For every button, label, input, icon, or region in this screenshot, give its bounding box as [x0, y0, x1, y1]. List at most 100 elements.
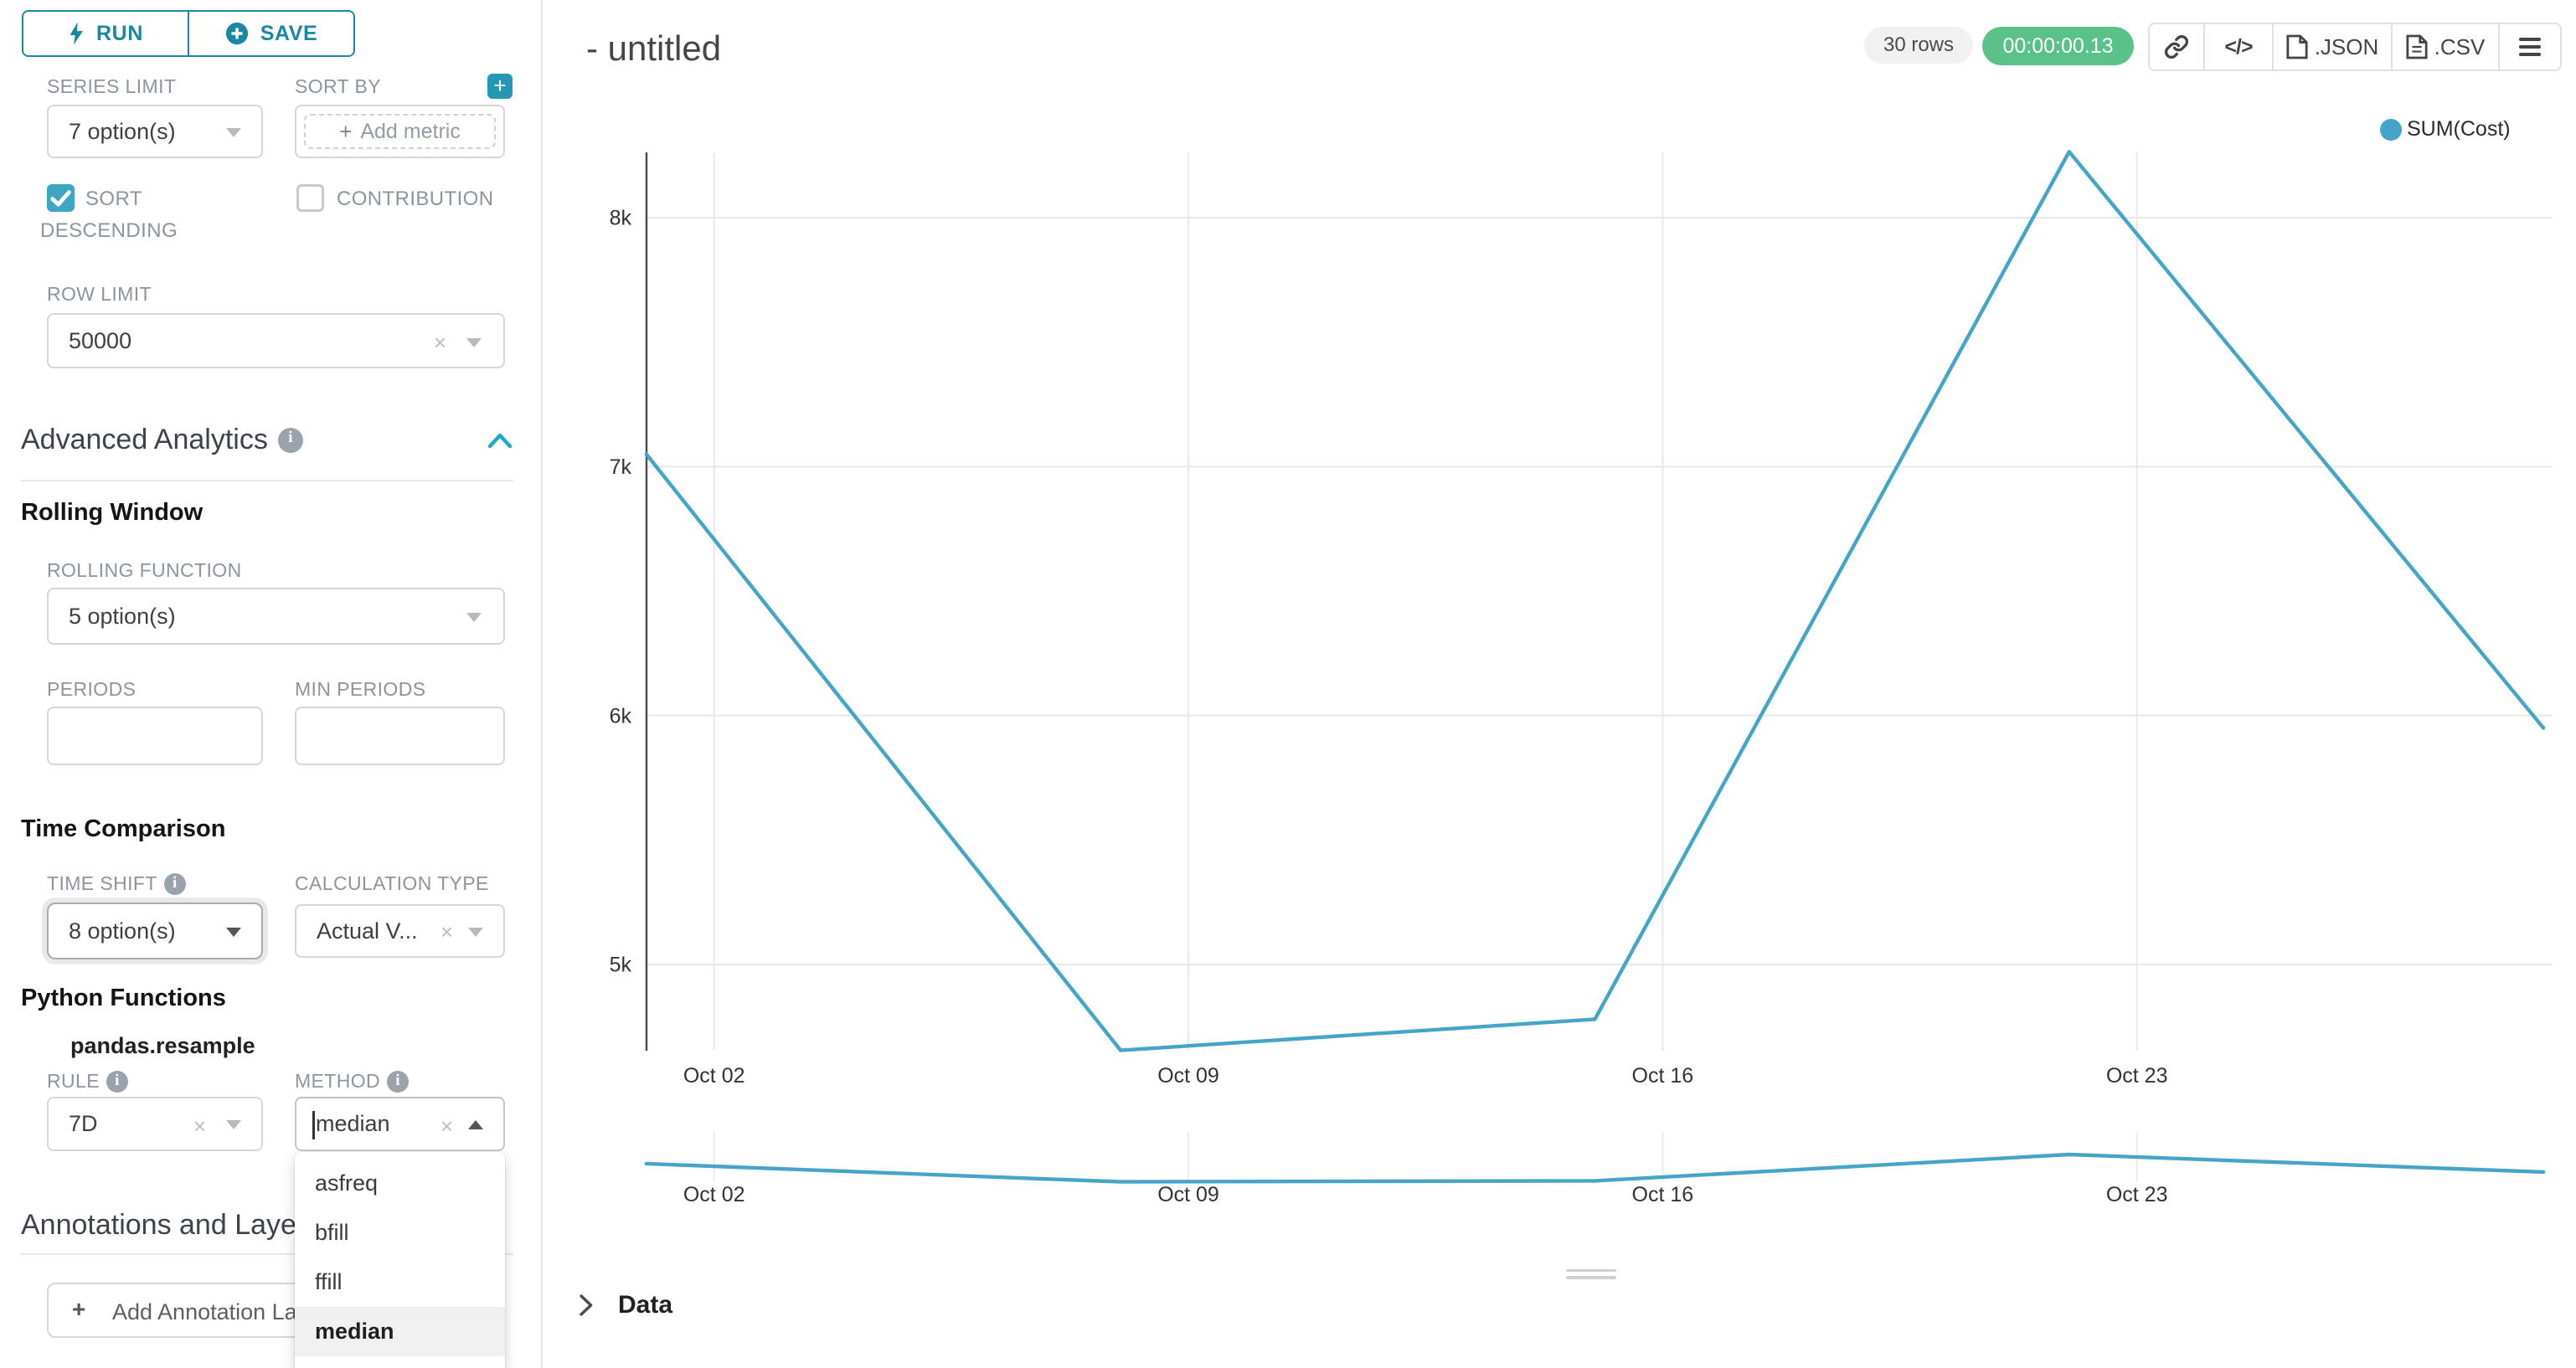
embed-code-button[interactable]: </>	[2205, 24, 2274, 69]
svg-text:7k: 7k	[610, 455, 632, 479]
plus-circle-icon	[225, 22, 248, 45]
method-select[interactable]: median ×	[295, 1097, 505, 1151]
chevron-down-icon	[466, 338, 482, 347]
info-icon	[106, 1070, 128, 1093]
run-button-label: RUN	[96, 21, 143, 45]
contribution-checkbox[interactable]	[296, 184, 324, 212]
svg-text:5k: 5k	[610, 954, 632, 977]
run-save-button-group: RUN SAVE	[22, 10, 355, 57]
chart-legend[interactable]: SUM(Cost)	[2380, 117, 2511, 141]
svg-text:Oct 16: Oct 16	[1632, 1064, 1694, 1088]
calculation-type-label: CALCULATION TYPE	[295, 872, 489, 894]
control-panel: RUN SAVE SERIES LIMIT SORT BY + 7 option…	[0, 0, 543, 1368]
file-icon	[2406, 34, 2428, 59]
sort-by-label: SORT BY	[295, 75, 381, 97]
chevron-up-icon[interactable]	[487, 432, 513, 449]
sort-descending-checkbox[interactable]	[47, 184, 75, 212]
row-limit-select[interactable]: 50000 ×	[47, 313, 505, 368]
svg-text:Oct 16: Oct 16	[1632, 1183, 1694, 1206]
info-icon	[277, 427, 303, 453]
add-sort-metric-button[interactable]: +	[487, 74, 513, 99]
file-icon	[2286, 34, 2308, 59]
dropdown-option-median[interactable]: median	[295, 1307, 505, 1356]
advanced-analytics-header[interactable]: Advanced Analytics	[21, 424, 303, 456]
chevron-down-icon	[466, 613, 482, 622]
calculation-type-select[interactable]: Actual V... ×	[295, 904, 505, 958]
divider	[21, 480, 513, 481]
legend-dot-icon	[2380, 118, 2402, 141]
row-limit-label: ROW LIMIT	[47, 283, 152, 305]
rows-count-badge: 30 rows	[1864, 27, 1973, 64]
copy-link-button[interactable]	[2150, 24, 2205, 69]
chevron-right-icon	[580, 1294, 593, 1316]
add-annotation-label: Add Annotation Layer	[112, 1299, 329, 1324]
sort-by-field[interactable]: + Add metric	[295, 105, 505, 158]
export-csv-button[interactable]: .CSV	[2393, 24, 2500, 69]
python-functions-title: Python Functions	[21, 985, 226, 1011]
chart-title[interactable]: - untitled	[586, 28, 722, 68]
chevron-down-icon	[226, 128, 241, 137]
contribution-label: CONTRIBUTION	[337, 188, 494, 210]
link-icon	[2165, 35, 2188, 59]
chevron-up-icon	[468, 1120, 483, 1129]
run-button[interactable]: RUN	[23, 12, 189, 55]
timer-badge: 00:00:00.13	[1982, 27, 2134, 65]
export-toolbar: </> .JSON .CSV	[2148, 23, 2562, 71]
info-icon	[163, 872, 186, 895]
series-limit-label: SERIES LIMIT	[47, 75, 177, 97]
save-button[interactable]: SAVE	[189, 12, 353, 55]
add-metric-placeholder[interactable]: + Add metric	[304, 114, 496, 149]
menu-button[interactable]	[2500, 24, 2560, 69]
periods-label: PERIODS	[47, 678, 137, 700]
min-periods-label: MIN PERIODS	[295, 678, 426, 700]
method-dropdown-menu: asfreq bfill ffill median	[295, 1152, 505, 1368]
save-button-label: SAVE	[260, 21, 318, 45]
rule-select[interactable]: 7D ×	[47, 1097, 263, 1151]
method-label: METHOD	[295, 1070, 410, 1093]
code-icon: </>	[2224, 34, 2253, 59]
data-panel-toggle[interactable]: Data	[580, 1291, 672, 1319]
rolling-function-select[interactable]: 5 option(s)	[47, 588, 505, 645]
dropdown-option-bfill[interactable]: bfill	[315, 1220, 349, 1245]
time-shift-label: TIME SHIFT	[47, 872, 186, 895]
series-limit-select[interactable]: 7 option(s)	[47, 105, 263, 158]
chevron-down-icon	[468, 928, 483, 937]
svg-text:Oct 23: Oct 23	[2106, 1064, 2168, 1088]
chevron-down-icon	[226, 928, 241, 937]
min-periods-input[interactable]	[295, 707, 505, 765]
legend-label: SUM(Cost)	[2407, 117, 2511, 141]
annotations-layers-header[interactable]: Annotations and Layers	[21, 1209, 321, 1241]
rule-label: RULE	[47, 1070, 128, 1093]
bolt-icon	[70, 22, 84, 45]
periods-input[interactable]	[47, 707, 263, 765]
svg-text:Oct 09: Oct 09	[1157, 1064, 1219, 1088]
dropdown-option-ffill[interactable]: ffill	[315, 1269, 343, 1294]
svg-text:Oct 23: Oct 23	[2106, 1183, 2168, 1206]
time-comparison-title: Time Comparison	[21, 815, 226, 842]
pandas-resample-label: pandas.resample	[70, 1033, 255, 1058]
svg-text:Oct 02: Oct 02	[683, 1064, 745, 1088]
svg-text:Oct 02: Oct 02	[683, 1183, 745, 1206]
sort-descending-label-line1: SORT	[85, 188, 142, 210]
sort-descending-label-line2: DESCENDING	[40, 219, 178, 242]
clear-icon[interactable]: ×	[440, 919, 453, 944]
info-icon	[387, 1070, 410, 1093]
clear-icon[interactable]: ×	[193, 1113, 206, 1139]
dropdown-option-asfreq[interactable]: asfreq	[315, 1170, 379, 1196]
svg-text:6k: 6k	[610, 704, 632, 728]
export-json-button[interactable]: .JSON	[2274, 24, 2393, 69]
clear-icon[interactable]: ×	[433, 330, 446, 355]
svg-text:8k: 8k	[610, 207, 632, 230]
rolling-function-label: ROLLING FUNCTION	[47, 559, 242, 581]
rolling-window-title: Rolling Window	[21, 499, 204, 526]
hamburger-icon	[2519, 37, 2541, 57]
time-shift-select[interactable]: 8 option(s)	[47, 903, 263, 959]
text-cursor	[312, 1111, 315, 1139]
svg-text:Oct 09: Oct 09	[1157, 1183, 1219, 1206]
data-panel-label: Data	[618, 1291, 673, 1319]
resize-handle[interactable]	[1566, 1269, 1616, 1283]
plus-icon: +	[72, 1296, 86, 1322]
clear-icon[interactable]: ×	[440, 1113, 453, 1139]
chevron-down-icon	[226, 1120, 241, 1129]
